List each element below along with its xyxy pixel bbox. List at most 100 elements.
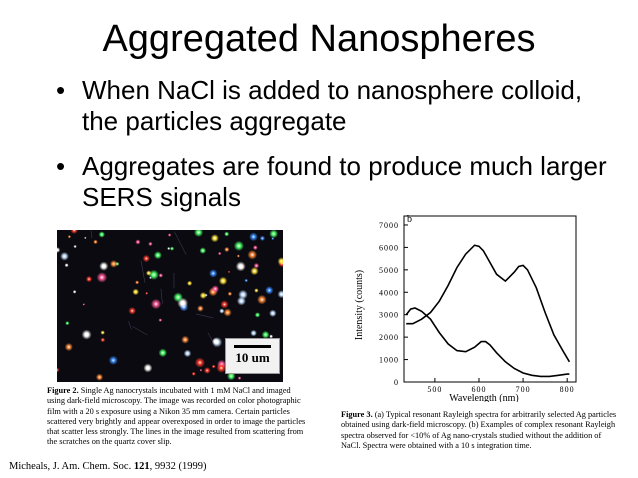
particle xyxy=(236,296,246,306)
particle xyxy=(211,285,220,293)
spectrum-line-2 xyxy=(405,307,570,378)
particle xyxy=(194,230,204,237)
y-axis-ticks: 0 1000 2000 3000 4000 5000 6000 7000 xyxy=(379,221,408,387)
citation: Micheals, J. Am. Chem. Soc. 121, 9932 (1… xyxy=(9,461,206,472)
bullet-text: When NaCl is added to nanosphere colloid… xyxy=(82,75,583,136)
citation-prefix: Micheals, J. Am. Chem. Soc. xyxy=(9,461,134,472)
particle xyxy=(210,234,219,243)
particle xyxy=(265,286,274,295)
particle xyxy=(183,349,192,358)
particle xyxy=(235,261,246,272)
particle xyxy=(197,305,204,312)
particle xyxy=(269,309,277,317)
chart-frame xyxy=(403,215,577,383)
particle xyxy=(57,247,61,253)
chart-panel-label: b xyxy=(407,214,412,225)
spectrum-line-1 xyxy=(406,244,571,363)
particle xyxy=(158,348,168,358)
slide-title: Aggregated Nanospheres xyxy=(102,18,536,60)
particle xyxy=(203,367,211,374)
particle xyxy=(269,230,279,239)
particle xyxy=(135,280,140,285)
y-tick-label: 0 xyxy=(394,378,399,387)
scratch-line xyxy=(195,313,214,319)
scratch-line xyxy=(160,288,163,304)
particle xyxy=(223,308,232,317)
particle xyxy=(70,230,78,234)
x-tick-label: 800 xyxy=(560,385,575,394)
y-tick-label: 2000 xyxy=(379,333,399,342)
scratch-line xyxy=(128,321,132,330)
particle xyxy=(227,291,233,296)
figure-3-caption-text: (a) Typical resonant Rayleigh spectra fo… xyxy=(341,410,617,450)
particle xyxy=(146,270,152,276)
particle xyxy=(145,291,149,295)
particle xyxy=(218,276,228,286)
particle xyxy=(191,371,196,376)
particle xyxy=(65,321,70,326)
particle xyxy=(167,233,172,237)
y-tick-label: 6000 xyxy=(379,243,399,252)
citation-suffix: , 9932 (1999) xyxy=(149,461,207,472)
particle xyxy=(81,329,92,340)
bullet-item: • Aggregates are found to produce much l… xyxy=(56,151,622,213)
particle xyxy=(250,267,259,276)
particle xyxy=(108,355,118,365)
particle xyxy=(227,270,231,274)
scratch-line xyxy=(174,231,187,255)
particle xyxy=(169,246,175,251)
particle xyxy=(247,250,258,260)
figure-2-caption: Figure 2. Single Ag nanocrystals incubat… xyxy=(47,386,309,448)
particle xyxy=(199,368,203,372)
y-tick-label: 4000 xyxy=(379,288,399,297)
x-tick-label: 700 xyxy=(516,385,531,394)
x-tick-label: 500 xyxy=(427,385,442,394)
citation-volume: 121 xyxy=(133,461,150,472)
chart-x-axis-label: Wavelength (nm) xyxy=(449,393,518,402)
particle xyxy=(148,241,153,247)
particle xyxy=(60,251,69,261)
y-tick-label: 3000 xyxy=(379,311,399,320)
particle xyxy=(227,372,236,381)
scratch-line xyxy=(140,260,146,283)
particle xyxy=(211,364,216,369)
particle xyxy=(254,288,259,293)
particle xyxy=(150,298,162,310)
particle xyxy=(209,269,218,278)
y-tick-label: 5000 xyxy=(379,266,399,275)
particle xyxy=(100,337,106,343)
rayleigh-spectra-chart: 0 1000 2000 3000 4000 5000 6000 7000 500 600 700 8… xyxy=(354,214,577,402)
bullet-item: • When NaCl is added to nanosphere collo… xyxy=(56,75,622,137)
particle xyxy=(277,290,283,299)
scratch-line xyxy=(132,326,148,336)
particle xyxy=(224,231,230,237)
figure-2-caption-label: Figure 2. xyxy=(47,386,79,395)
particle xyxy=(128,307,136,315)
particle xyxy=(237,376,242,380)
particle xyxy=(271,237,275,241)
particle xyxy=(82,303,85,306)
particle xyxy=(84,236,87,240)
particle xyxy=(236,254,240,258)
particle xyxy=(252,245,258,251)
particle xyxy=(254,312,261,318)
particle xyxy=(216,363,227,373)
particle xyxy=(218,251,222,256)
particle xyxy=(99,261,109,271)
particle xyxy=(149,276,152,279)
plot-area-border xyxy=(403,215,577,383)
figure-2-caption-text: Single Ag nanocrystals incubated with 1 … xyxy=(47,386,306,447)
particle xyxy=(64,342,73,352)
scratch-line xyxy=(90,230,93,239)
y-tick-label: 1000 xyxy=(379,356,399,365)
particle xyxy=(199,247,207,254)
particle xyxy=(142,254,150,263)
particle xyxy=(143,363,153,373)
particle xyxy=(158,318,163,322)
particle xyxy=(233,240,244,251)
particle xyxy=(250,329,257,337)
particle xyxy=(96,272,108,283)
particle xyxy=(181,335,190,344)
nanocrystal-particles-image xyxy=(57,230,283,381)
particle xyxy=(100,330,105,335)
